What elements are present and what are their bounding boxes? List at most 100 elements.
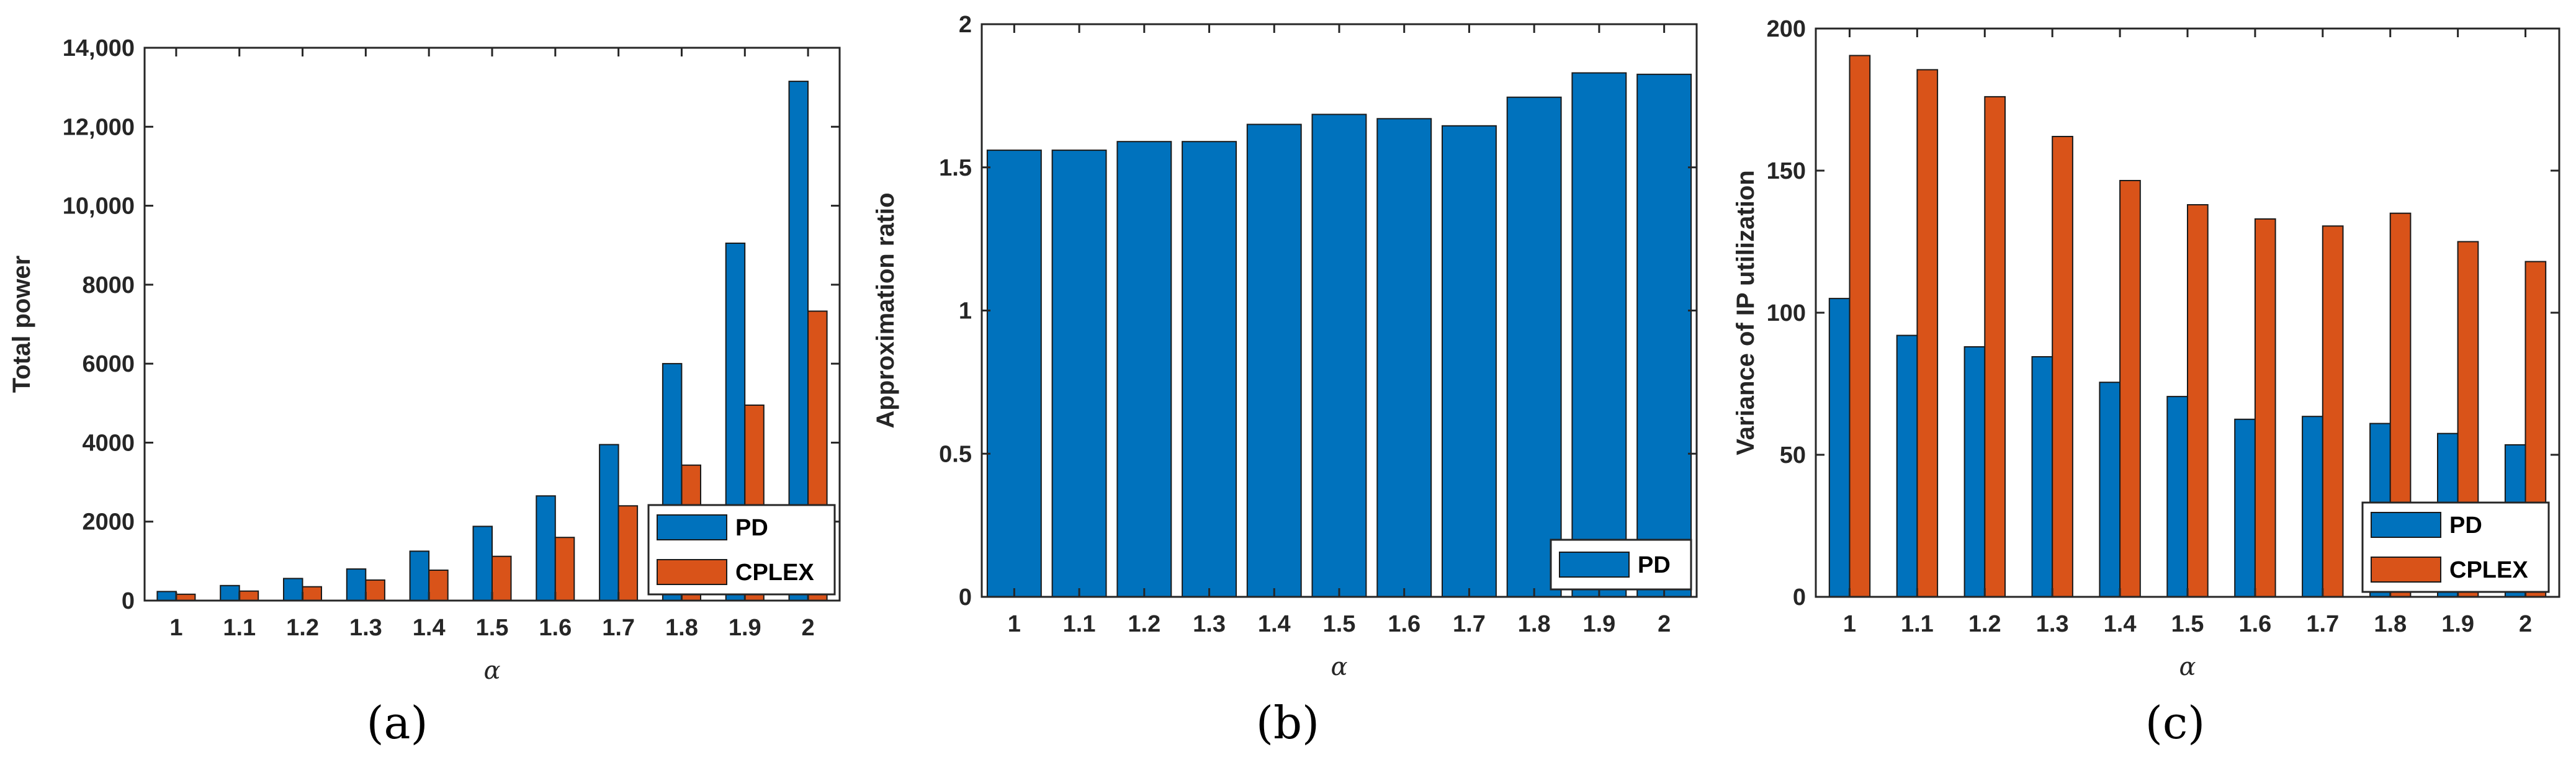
y-tick-label: 1 [959, 298, 972, 324]
x-tick-label: 1.5 [2171, 611, 2204, 637]
bar-pd-1_6 [1376, 118, 1432, 598]
bar-pd-1_4 [2099, 382, 2121, 597]
y-axis-title: Approximation ratio [872, 192, 899, 428]
x-tick-label: 1.7 [1453, 611, 1486, 637]
legend: PD CPLEX [2361, 501, 2550, 593]
x-tick-label: 1.4 [1258, 611, 1291, 637]
x-tick-label: 1.5 [476, 615, 509, 641]
x-tick-label: 1.4 [2104, 611, 2137, 637]
bar-cplex-1_4 [2119, 180, 2141, 597]
y-tick-label: 6000 [82, 351, 135, 377]
legend: PD CPLEX [647, 504, 836, 596]
bar-pd-2 [1636, 73, 1692, 598]
bar-pd-1_3 [2031, 356, 2053, 597]
bar-cplex-1_4 [428, 570, 449, 601]
x-tick-label: 2 [802, 615, 815, 641]
y-tick-label: 0 [959, 584, 972, 611]
legend-swatch-pd [657, 514, 727, 540]
bar-pd-1_5 [1311, 114, 1367, 597]
y-tick-label: 8000 [82, 272, 135, 298]
y-tick-label: 100 [1767, 300, 1806, 326]
bar-pd-1_3 [1182, 141, 1237, 597]
y-tick-label: 12,000 [63, 114, 135, 140]
x-tick-label: 1.2 [1128, 611, 1160, 637]
chart-a-total-power: 0 2000 4000 6000 8000 10,000 12,000 14,000 1 1.1 1… [8, 35, 841, 685]
x-axis-title: α [2179, 653, 2196, 681]
y-tick-label: 200 [1767, 16, 1806, 42]
x-tick-label: 1 [1008, 611, 1021, 637]
y-axis-title: Total power [8, 256, 35, 393]
legend-label-cplex: CPLEX [2449, 557, 2528, 583]
bar-pd-1_5 [2166, 396, 2189, 597]
bar-pd-1_4 [1246, 123, 1302, 597]
legend-label-cplex: CPLEX [735, 560, 814, 586]
bar-pd-1_6 [536, 495, 556, 601]
x-tick-label: 2 [2519, 611, 2532, 637]
x-tick-label: 1.6 [1388, 611, 1420, 637]
y-tick-label: 0.5 [939, 441, 972, 467]
legend-swatch-pd [2371, 512, 2441, 538]
bar-cplex-1_2 [302, 586, 322, 602]
y-axis-title: Variance of IP utilization [1732, 170, 1759, 455]
x-tick-label: 1.5 [1323, 611, 1356, 637]
y-tick-label: 4000 [82, 430, 135, 456]
y-tick-label: 50 [1780, 442, 1806, 468]
bar-cplex-1_6 [554, 537, 575, 602]
bar-pd-1_5 [472, 526, 493, 602]
bar-pd-1_1 [1051, 150, 1107, 598]
bar-pd-1 [986, 150, 1042, 598]
bar-pd-1_7 [1442, 125, 1497, 598]
legend-swatch-pd [1559, 552, 1630, 578]
panel-label-a: (a) [366, 697, 428, 749]
x-tick-label: 1.2 [1968, 611, 2001, 637]
x-tick-label: 1.8 [1518, 611, 1551, 637]
bar-cplex-1_2 [1984, 96, 2006, 597]
bar-pd-1_7 [2302, 416, 2323, 597]
y-tick-label: 14,000 [63, 35, 135, 61]
y-tick-label: 1.5 [939, 155, 972, 181]
bar-cplex-1_5 [491, 555, 512, 602]
bar-pd-1_2 [1963, 346, 1986, 597]
bar-pd-1_1 [220, 584, 240, 601]
legend-swatch-cplex [657, 559, 727, 585]
chart-b-approximation-ratio: 0 0.5 1 1.5 2 1 1.1 1.2 1.3 1.4 1.5 1.6 1.7 1.8 1.9 2 α A… [872, 12, 1698, 681]
bar-pd-1_3 [346, 568, 367, 601]
x-tick-label: 1.4 [413, 615, 446, 641]
x-tick-label: 1.8 [665, 615, 698, 641]
x-tick-label: 1 [169, 615, 182, 641]
bar-pd-1 [156, 591, 177, 602]
y-tick-label: 150 [1767, 158, 1806, 184]
bar-cplex-1_1 [1916, 69, 1939, 597]
y-tick-label: 0 [1793, 584, 1806, 611]
bar-pd-1_4 [409, 550, 430, 602]
x-tick-label: 1.9 [1582, 611, 1615, 637]
x-tick-label: 1.6 [2238, 611, 2271, 637]
bar-cplex-1_5 [2187, 204, 2209, 597]
bar-pd-1_6 [2234, 418, 2256, 598]
bar-cplex-1_3 [2052, 136, 2073, 597]
x-tick-label: 1.1 [223, 615, 256, 641]
bar-cplex-1_7 [617, 505, 639, 601]
y-tick-label: 10,000 [63, 194, 135, 220]
bar-pd-1 [1828, 298, 1851, 597]
bar-pd-1_2 [1116, 141, 1172, 597]
bar-cplex-1_1 [238, 590, 259, 602]
x-tick-label: 1.2 [286, 615, 319, 641]
panel-label-b: (b) [1256, 697, 1319, 749]
bar-cplex-1 [175, 593, 196, 601]
legend-label-pd: PD [735, 515, 768, 541]
bar-pd-1_8 [1506, 96, 1562, 597]
x-tick-label: 1.1 [1063, 611, 1096, 637]
legend: PD [1550, 539, 1692, 591]
bar-cplex-1_7 [2322, 225, 2344, 597]
x-tick-label: 1.7 [602, 615, 635, 641]
x-axis-title: α [483, 656, 500, 685]
bar-pd-1_9 [1571, 72, 1627, 597]
bar-pd-1_2 [283, 578, 303, 602]
y-tick-label: 2000 [82, 509, 135, 535]
y-tick-label: 2 [959, 12, 972, 38]
bar-pd-1_7 [599, 444, 619, 601]
x-tick-label: 1 [1843, 611, 1856, 637]
panel-label-c: (c) [2145, 697, 2206, 749]
legend-label-pd: PD [2449, 512, 2482, 539]
